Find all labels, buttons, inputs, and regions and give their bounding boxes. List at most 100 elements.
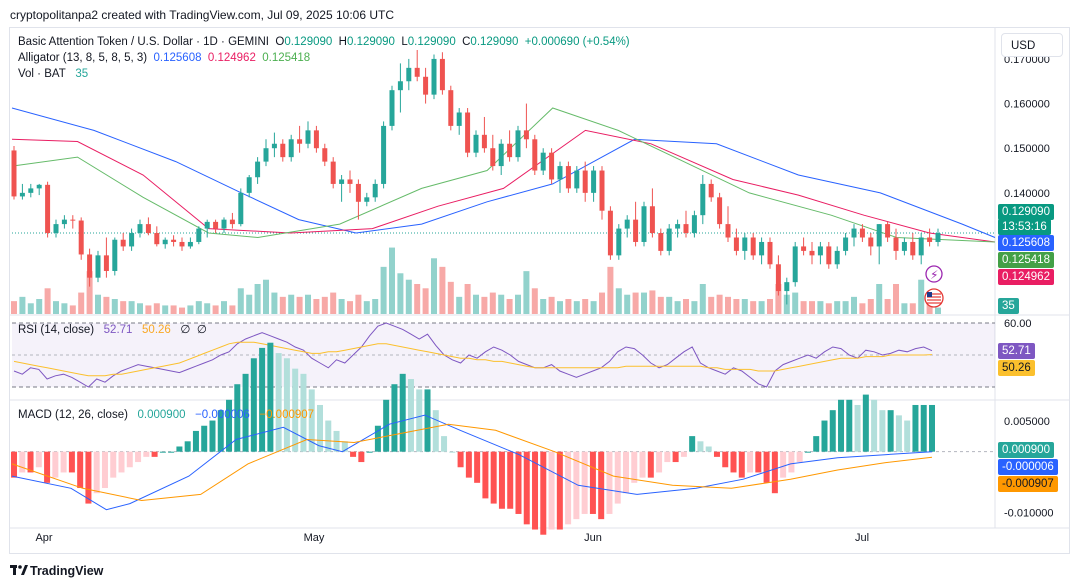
candle-body [868,237,874,247]
volume-bar [683,299,689,314]
candle-body [759,241,765,256]
candle-body [683,224,689,234]
macd-histogram-bar [391,384,398,452]
volume-bar [44,288,51,314]
volume-bar [767,299,773,314]
macd-histogram-bar [118,451,125,473]
macd-histogram-bar [862,394,869,452]
macd-legend: MACD (12, 26, close) 0.000900 −0.000006 … [18,409,314,421]
volume-bar [447,281,454,314]
tradingview-brand[interactable]: TradingView [10,564,103,578]
macd-histogram-bar [159,451,166,453]
macd-histogram-bar [895,415,902,452]
high-value: 0.129090 [346,36,395,48]
candle-body [910,241,916,256]
macd-histogram-bar [490,451,497,504]
volume-bar [397,273,404,314]
macd-histogram-bar [465,451,472,478]
rsi-extra-2: ∅ [196,324,207,336]
volume-bar [19,296,26,314]
candle-body [406,67,412,82]
candle-body [120,239,126,247]
volume-bar [296,296,303,314]
symbol-title[interactable]: Basic Attention Token / U.S. Dollar · 1D… [18,36,269,48]
candle-body [95,255,101,278]
candle-body [179,241,185,247]
macd-histogram-bar [35,451,42,468]
candle-body [221,219,227,229]
macd-histogram-bar [416,389,423,452]
macd-histogram-bar [589,451,596,514]
volume-bar [321,296,328,314]
volume-bar [599,292,605,314]
volume-bar [893,284,899,314]
candle-body [87,254,93,278]
rsi-label[interactable]: RSI (14, close) [18,324,95,336]
candle-body [431,58,437,95]
volume-bar [439,266,446,314]
candle-body [112,239,118,271]
candle-body [582,170,588,193]
candle-body [11,150,17,197]
candle-body [313,130,319,149]
candle-body [339,179,345,184]
currency-button[interactable]: USD [1001,33,1063,57]
macd-histogram-bar [234,384,241,452]
candle-body [616,228,622,256]
volume-bar [414,284,421,314]
macd-histogram-bar [738,451,745,478]
macd-tick-label: 0.005000 [1004,416,1050,428]
macd-histogram-bar [838,399,845,452]
volume-bar [615,288,622,314]
candle-body [901,241,907,251]
candle-body [775,264,781,292]
macd-histogram-bar [474,451,481,483]
volume-bar [498,294,505,314]
tradingview-logo-icon [10,564,28,575]
candle-body [129,233,135,247]
volume-bar [506,299,513,314]
macd-line-value: −0.000006 [195,409,250,421]
candle-body [641,206,647,242]
candle-body [53,224,59,234]
candle-body [565,166,571,189]
macd-histogram-bar [829,410,836,452]
alligator-lips-value: 0.125418 [262,52,311,64]
volume-bar [834,301,841,314]
volume-bar [229,305,236,314]
volume-label[interactable]: Vol · BAT [18,68,66,80]
volume-bar [884,299,891,314]
macd-histogram-bar [664,451,671,463]
candle-body [742,237,748,251]
open-value: 0.129090 [284,36,333,48]
volume-bar [531,288,538,314]
volume-bar [330,292,337,314]
volume-bar [120,301,127,314]
volume-bar [674,301,681,314]
volume-bar [271,292,278,314]
macd-histogram-bar [126,451,133,468]
volume-bar [128,301,135,314]
macd-histogram-bar [135,451,142,463]
macd-histogram-bar [325,420,332,452]
candle-body [78,220,84,255]
macd-histogram-bar [192,430,199,452]
macd-histogram-bar [548,451,555,530]
volume-bar [708,296,715,314]
macd-histogram-bar [209,420,216,452]
volume-bar [649,290,656,314]
macd-histogram-bar [168,451,175,453]
macd-histogram-bar [771,451,778,494]
candle-body [255,161,261,178]
macd-label[interactable]: MACD (12, 26, close) [18,409,128,421]
macd-histogram-bar [821,420,828,452]
alligator-jaw-value: 0.125608 [153,52,202,64]
alligator-label[interactable]: Alligator (13, 8, 5, 8, 5, 3) [18,52,148,64]
macd-signal-line [11,423,933,502]
volume-bar [464,284,471,314]
close-value: 0.129090 [470,36,519,48]
candle-body [767,241,773,265]
macd-line-tag: -0.000006 [998,459,1058,475]
price-tick-label: 0.140000 [1004,188,1050,200]
